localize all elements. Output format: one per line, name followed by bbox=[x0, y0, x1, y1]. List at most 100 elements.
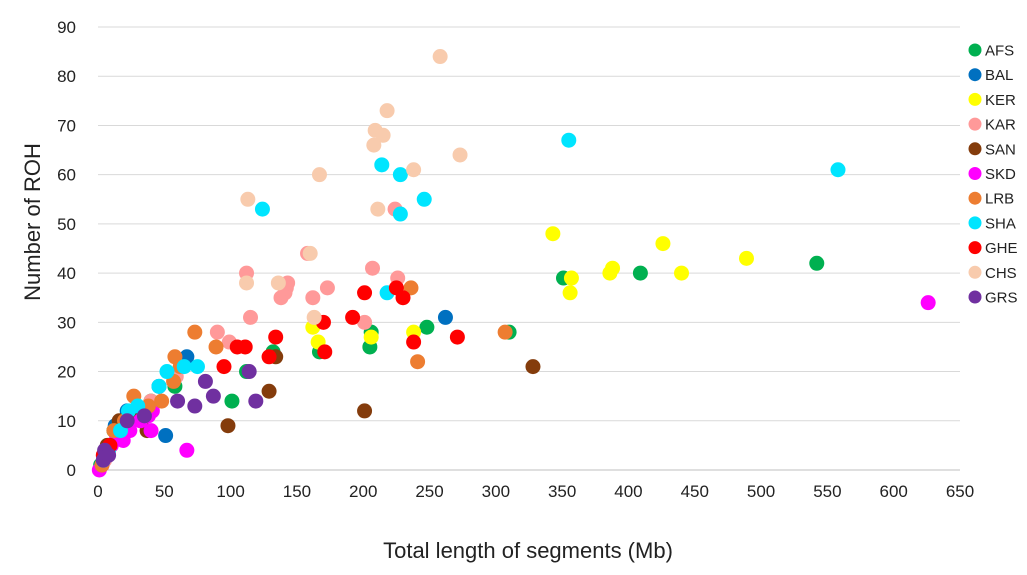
y-tick-label: 30 bbox=[57, 313, 76, 332]
y-tick-label: 90 bbox=[57, 18, 76, 37]
tick-labels: 0 10 20 30 40 50 60 70 80 90 0 50 100 150 200 250 300 350… bbox=[57, 18, 974, 501]
data-point-ghe bbox=[268, 329, 284, 345]
data-point-ghe bbox=[406, 334, 422, 350]
data-point-bal bbox=[158, 428, 174, 444]
data-point-ker bbox=[738, 250, 754, 266]
legend-label-sha: SHA bbox=[985, 215, 1016, 232]
data-points bbox=[91, 49, 936, 478]
data-point-lrb bbox=[497, 324, 513, 340]
legend-label-ghe: GHE bbox=[985, 240, 1018, 257]
data-point-sha bbox=[416, 191, 432, 207]
legend-label-chs: CHS bbox=[985, 265, 1017, 282]
data-point-chs bbox=[302, 245, 318, 261]
data-point-chs bbox=[370, 201, 386, 217]
y-tick-label: 80 bbox=[57, 67, 76, 86]
x-tick-label: 200 bbox=[349, 482, 377, 501]
data-point-grs bbox=[187, 398, 203, 414]
data-point-lrb bbox=[154, 393, 170, 409]
legend-label-lrb: LRB bbox=[985, 191, 1014, 208]
data-point-lrb bbox=[410, 354, 426, 370]
data-point-ghe bbox=[261, 349, 277, 365]
data-point-kar bbox=[305, 290, 321, 306]
data-point-skd bbox=[179, 442, 195, 458]
data-point-afs bbox=[632, 265, 648, 281]
data-point-chs bbox=[432, 49, 448, 65]
data-point-ghe bbox=[317, 344, 333, 360]
data-point-afs bbox=[809, 255, 825, 271]
data-point-grs bbox=[248, 393, 264, 409]
data-point-grs bbox=[136, 408, 152, 424]
data-point-chs bbox=[270, 275, 286, 291]
data-point-chs bbox=[375, 127, 391, 143]
data-point-kar bbox=[357, 314, 373, 330]
x-axis-title: Total length of segments (Mb) bbox=[383, 538, 673, 563]
legend-marker-ker bbox=[968, 92, 982, 106]
legend-marker-sha bbox=[968, 216, 982, 230]
data-point-sha bbox=[561, 132, 577, 148]
data-point-chs bbox=[379, 103, 395, 119]
x-tick-label: 650 bbox=[946, 482, 974, 501]
data-point-ghe bbox=[237, 339, 253, 355]
data-point-afs bbox=[419, 319, 435, 335]
y-tick-label: 10 bbox=[57, 412, 76, 431]
data-point-san bbox=[261, 383, 277, 399]
x-tick-label: 0 bbox=[93, 482, 102, 501]
data-point-kar bbox=[319, 280, 335, 296]
legend-label-grs: GRS bbox=[985, 290, 1018, 307]
legend-label-kar: KAR bbox=[985, 117, 1016, 134]
data-point-chs bbox=[406, 162, 422, 178]
y-tick-label: 40 bbox=[57, 264, 76, 283]
y-tick-label: 50 bbox=[57, 215, 76, 234]
legend-label-afs: AFS bbox=[985, 43, 1014, 60]
data-point-ghe bbox=[449, 329, 465, 345]
data-point-sha bbox=[189, 359, 205, 375]
data-point-ker bbox=[545, 226, 561, 242]
data-point-san bbox=[525, 359, 541, 375]
data-point-sha bbox=[392, 206, 408, 222]
data-point-chs bbox=[240, 191, 256, 207]
legend-label-san: SAN bbox=[985, 141, 1016, 158]
data-point-chs bbox=[306, 309, 322, 325]
data-point-ker bbox=[674, 265, 690, 281]
data-point-ghe bbox=[216, 359, 232, 375]
data-point-san bbox=[220, 418, 236, 434]
data-point-sha bbox=[254, 201, 270, 217]
data-point-sha bbox=[392, 167, 408, 183]
legend-label-ker: KER bbox=[985, 92, 1016, 109]
x-tick-label: 500 bbox=[747, 482, 775, 501]
data-point-grs bbox=[197, 373, 213, 389]
data-point-ghe bbox=[357, 285, 373, 301]
x-tick-label: 400 bbox=[614, 482, 642, 501]
data-point-lrb bbox=[208, 339, 224, 355]
y-axis-title: Number of ROH bbox=[20, 143, 45, 301]
x-tick-label: 350 bbox=[548, 482, 576, 501]
x-tick-label: 550 bbox=[813, 482, 841, 501]
data-point-grs bbox=[241, 364, 257, 380]
data-point-chs bbox=[366, 137, 382, 153]
legend-marker-chs bbox=[968, 265, 982, 279]
legend-label-bal: BAL bbox=[985, 67, 1013, 84]
data-point-ker bbox=[563, 270, 579, 286]
data-point-skd bbox=[920, 295, 936, 311]
legend-marker-san bbox=[968, 142, 982, 156]
y-tick-label: 0 bbox=[67, 461, 76, 480]
data-point-grs bbox=[205, 388, 221, 404]
data-point-afs bbox=[224, 393, 240, 409]
data-point-grs bbox=[170, 393, 186, 409]
data-point-sha bbox=[176, 359, 192, 375]
data-point-ker bbox=[363, 329, 379, 345]
legend: AFS BAL KER KAR SAN SKD LRB SHA GHE CHS GRS bbox=[968, 43, 1018, 307]
data-point-bal bbox=[437, 309, 453, 325]
x-tick-label: 250 bbox=[415, 482, 443, 501]
data-point-ker bbox=[562, 285, 578, 301]
x-tick-label: 50 bbox=[155, 482, 174, 501]
data-point-sha bbox=[159, 364, 175, 380]
legend-label-skd: SKD bbox=[985, 166, 1016, 183]
y-tick-label: 60 bbox=[57, 166, 76, 185]
data-point-ker bbox=[655, 236, 671, 252]
x-tick-label: 300 bbox=[482, 482, 510, 501]
data-point-chs bbox=[239, 275, 255, 291]
data-point-chs bbox=[452, 147, 468, 163]
